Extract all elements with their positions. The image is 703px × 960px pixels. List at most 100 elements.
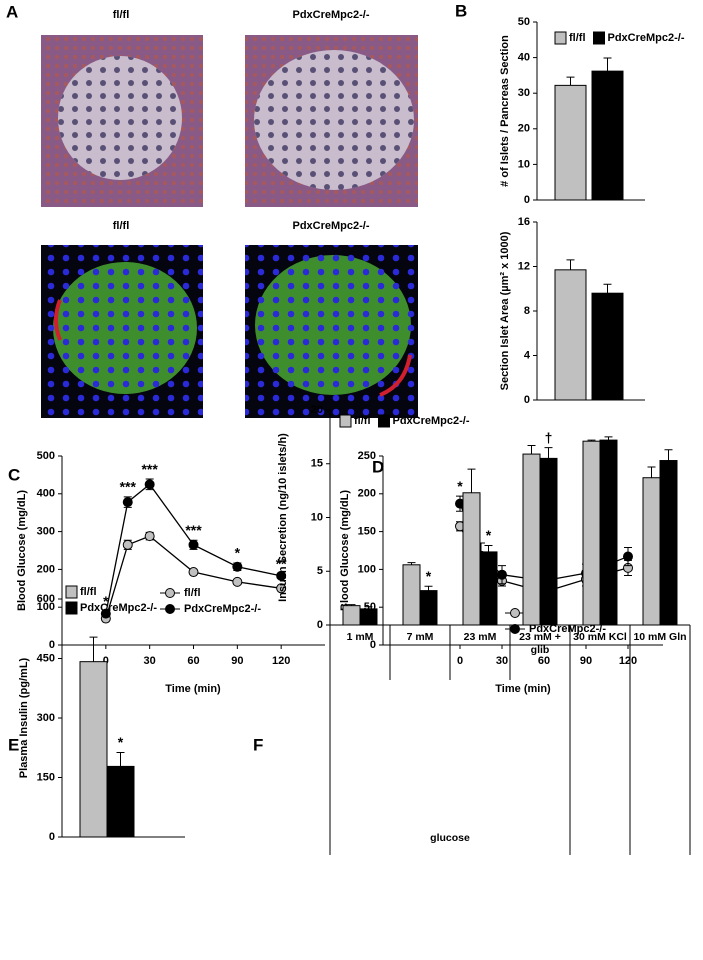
y-tick-label: 0 xyxy=(317,619,323,631)
y-axis-label: # of Islets / Pancreas Section xyxy=(499,35,511,187)
legend-swatch xyxy=(593,31,605,45)
bar xyxy=(342,605,361,626)
y-tick-label: 0 xyxy=(49,639,55,651)
legend-swatch xyxy=(65,585,78,599)
annotation: † xyxy=(545,429,553,445)
annotation: *** xyxy=(141,461,158,477)
bar xyxy=(591,292,624,401)
legend-label: fl/fl xyxy=(80,586,97,598)
line xyxy=(105,483,282,614)
panel-label: A xyxy=(6,2,18,21)
bar xyxy=(402,564,421,626)
y-tick-label: 40 xyxy=(518,52,530,64)
y-tick-label: 20 xyxy=(518,123,530,135)
legend-label: PdxCreMpc2-/- xyxy=(608,32,685,44)
y-tick-label: 200 xyxy=(358,488,376,500)
point xyxy=(188,567,199,578)
y-tick-label: 30 xyxy=(518,87,530,99)
error-bar xyxy=(527,444,536,455)
y-tick-label: 0 xyxy=(370,639,376,651)
bar xyxy=(522,453,541,626)
y-tick-label: 10 xyxy=(311,511,323,523)
y-tick-label: 4 xyxy=(524,349,531,361)
y-axis-label: Blood Glucose (mg/dL) xyxy=(339,490,351,611)
y-tick-label: 0 xyxy=(49,831,55,843)
legend-label: fl/fl xyxy=(569,32,586,44)
bar xyxy=(539,457,558,626)
legend-swatch xyxy=(65,601,78,615)
y-axis-label: Section Islet Area (µm² x 1000) xyxy=(499,231,511,390)
x-tick-label: 10 mM Gln xyxy=(633,631,687,643)
x-axis-label: Time (min) xyxy=(495,683,551,695)
x-axis-label: Time (min) xyxy=(165,683,221,695)
error-bar xyxy=(89,636,98,662)
x-tick-label: 1 mM xyxy=(346,631,374,643)
y-tick-label: 500 xyxy=(37,450,55,462)
annotation: * xyxy=(235,545,241,561)
legend-marker xyxy=(165,588,175,598)
point xyxy=(144,479,155,490)
y-tick-label: 150 xyxy=(358,526,376,538)
panel-label: F xyxy=(253,735,263,754)
x-tick-label: 120 xyxy=(272,655,290,667)
line xyxy=(105,535,282,619)
y-tick-label: 100 xyxy=(37,601,55,613)
error-bar xyxy=(566,76,575,86)
legend-label: PdxCreMpc2-/- xyxy=(184,603,261,615)
legend-label: PdxCreMpc2-/- xyxy=(80,602,157,614)
bar xyxy=(462,492,481,626)
bar xyxy=(642,477,661,626)
bar xyxy=(79,661,108,838)
y-tick-label: 15 xyxy=(311,458,323,470)
bar xyxy=(582,440,601,626)
x-tick-label: 30 xyxy=(144,655,156,667)
image-title: fl/fl xyxy=(113,220,130,232)
bar xyxy=(419,590,438,626)
error-bar xyxy=(566,259,575,270)
annotation: * xyxy=(426,568,432,584)
x-tick-label: 23 mM xyxy=(463,631,497,643)
annotation: * xyxy=(486,527,492,543)
error-bar xyxy=(664,449,673,461)
point xyxy=(100,608,111,619)
annotation: *** xyxy=(120,479,137,495)
error-bar xyxy=(407,562,416,565)
x-tick-label: 90 xyxy=(231,655,243,667)
bar xyxy=(106,765,135,838)
panel-label: E xyxy=(8,735,19,754)
error-bar xyxy=(116,752,125,767)
x-tick-label: 0 xyxy=(103,655,109,667)
y-axis-label: Insulin Secretion (ng/10 islets/h) xyxy=(277,433,289,602)
error-bar xyxy=(424,585,433,591)
point xyxy=(232,561,243,572)
point xyxy=(623,551,633,562)
x-tick-label: 30 mM KCl xyxy=(573,631,627,643)
x-tick-label: 30 xyxy=(496,655,508,667)
bar xyxy=(659,460,678,626)
error-bar xyxy=(647,466,656,478)
error-bar xyxy=(544,447,553,459)
error-bar xyxy=(604,436,613,441)
legend-label: PdxCreMpc2-/- xyxy=(529,623,606,635)
bar xyxy=(591,70,624,201)
y-tick-label: 50 xyxy=(518,16,530,28)
y-tick-label: 5 xyxy=(317,565,323,577)
micrograph xyxy=(245,245,418,418)
error-bar xyxy=(603,57,612,72)
micrograph xyxy=(41,35,203,207)
legend-swatch xyxy=(339,414,352,428)
annotation: * xyxy=(118,734,124,750)
legend-marker xyxy=(510,608,520,618)
bar xyxy=(479,551,498,626)
y-tick-label: 100 xyxy=(358,563,376,575)
point xyxy=(276,583,287,594)
panel-label: C xyxy=(8,465,20,484)
image-title: PdxCreMpc2-/- xyxy=(292,9,369,21)
y-tick-label: 250 xyxy=(358,450,376,462)
error-bar xyxy=(364,606,373,609)
annotation: * xyxy=(103,593,109,609)
point xyxy=(188,539,199,550)
image-title: fl/fl xyxy=(113,9,130,21)
